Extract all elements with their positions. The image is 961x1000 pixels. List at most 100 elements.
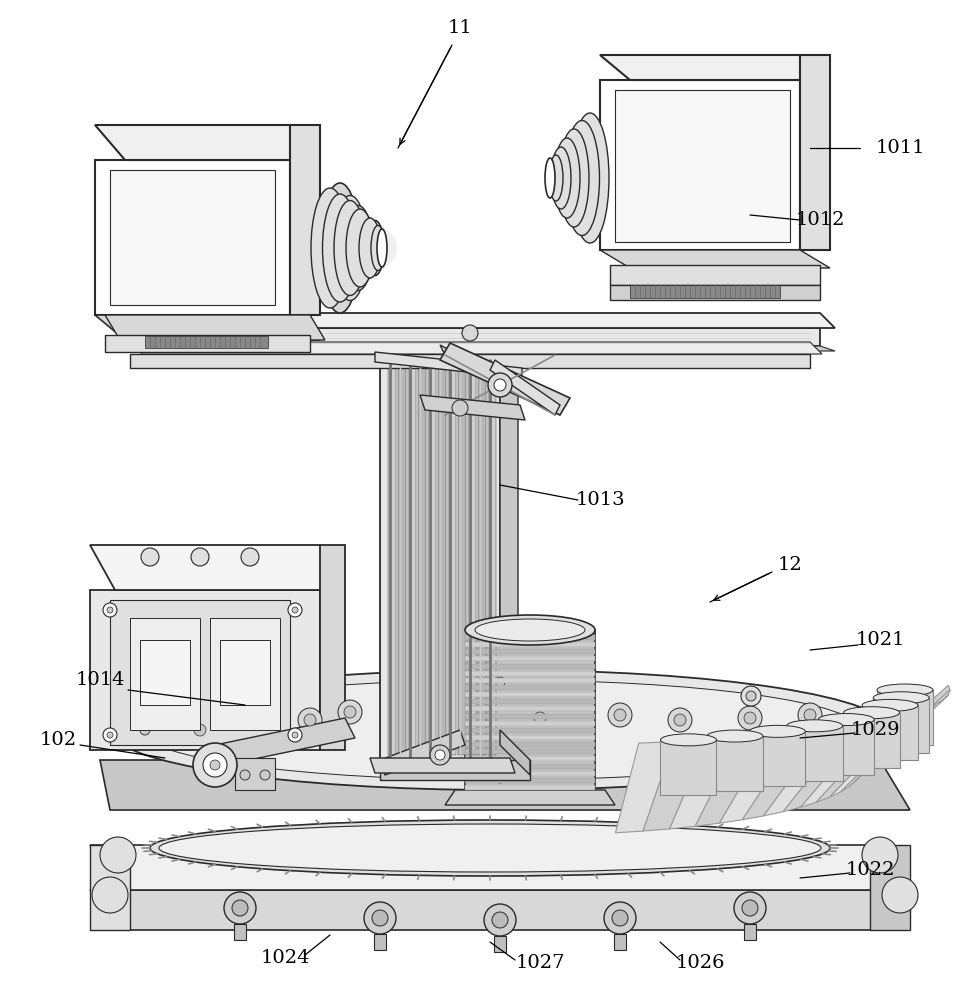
Ellipse shape [323,194,357,302]
Ellipse shape [110,670,890,790]
Text: 1011: 1011 [875,139,924,157]
Polygon shape [465,706,595,711]
Circle shape [103,728,117,742]
Circle shape [224,892,256,924]
Polygon shape [465,656,595,661]
Circle shape [734,892,766,924]
Ellipse shape [353,216,378,280]
Circle shape [674,714,686,726]
Polygon shape [100,760,910,810]
Circle shape [528,706,552,730]
Polygon shape [670,738,740,829]
Polygon shape [465,749,595,754]
Polygon shape [234,924,246,940]
Ellipse shape [377,229,387,267]
Text: 12: 12 [777,556,802,574]
Polygon shape [458,365,466,755]
Polygon shape [465,642,595,647]
Ellipse shape [818,714,875,726]
Polygon shape [630,285,780,298]
Polygon shape [465,764,595,769]
Polygon shape [90,545,345,590]
Polygon shape [465,742,595,747]
Ellipse shape [545,158,555,198]
Polygon shape [660,740,717,795]
Polygon shape [610,265,820,285]
Polygon shape [120,346,835,351]
Polygon shape [465,635,595,640]
Polygon shape [787,726,843,781]
Circle shape [798,703,822,727]
Circle shape [191,548,209,566]
Polygon shape [465,735,595,740]
Ellipse shape [787,720,843,732]
Circle shape [804,709,816,721]
Circle shape [612,910,628,926]
Polygon shape [418,365,426,755]
Polygon shape [614,934,626,950]
Polygon shape [440,345,560,415]
Polygon shape [494,936,506,952]
Polygon shape [468,365,476,755]
Circle shape [304,714,316,726]
Polygon shape [855,695,949,781]
Polygon shape [90,590,320,750]
Polygon shape [130,342,822,354]
Ellipse shape [551,147,571,209]
Circle shape [882,877,918,913]
Text: 1026: 1026 [676,954,725,972]
Polygon shape [465,671,595,676]
Polygon shape [110,600,290,745]
Ellipse shape [571,113,609,243]
Polygon shape [90,845,130,930]
Circle shape [188,718,212,742]
Polygon shape [874,698,929,753]
Circle shape [107,732,113,738]
Polygon shape [215,718,355,765]
Polygon shape [829,709,924,797]
Polygon shape [600,55,830,80]
Circle shape [372,910,388,926]
Circle shape [244,759,254,769]
Text: 1029: 1029 [850,721,899,739]
Circle shape [744,712,756,724]
Ellipse shape [660,734,717,746]
Polygon shape [600,250,830,268]
Text: 1021: 1021 [855,631,904,649]
Polygon shape [320,545,345,750]
Ellipse shape [877,684,933,696]
Circle shape [103,603,117,617]
Polygon shape [849,700,944,787]
Polygon shape [380,760,530,780]
Text: 1012: 1012 [796,211,845,229]
Polygon shape [877,690,933,745]
Polygon shape [707,736,763,791]
Polygon shape [380,730,465,775]
Ellipse shape [333,196,367,300]
Polygon shape [719,732,800,823]
Polygon shape [220,640,270,705]
Polygon shape [465,678,595,683]
Circle shape [608,703,632,727]
Text: 1022: 1022 [846,861,895,879]
Polygon shape [801,718,894,807]
Polygon shape [465,649,595,654]
Polygon shape [235,758,275,790]
Circle shape [141,548,159,566]
Circle shape [862,837,898,873]
Circle shape [292,732,298,738]
Polygon shape [120,328,820,346]
Polygon shape [816,713,911,802]
Polygon shape [105,335,310,352]
Polygon shape [448,365,456,755]
Ellipse shape [844,707,899,719]
Circle shape [604,902,636,934]
Polygon shape [840,704,936,792]
Circle shape [154,714,166,726]
Circle shape [338,700,362,724]
Polygon shape [408,365,416,755]
Polygon shape [488,365,496,755]
Circle shape [614,709,626,721]
Ellipse shape [750,725,805,737]
Ellipse shape [564,120,600,235]
